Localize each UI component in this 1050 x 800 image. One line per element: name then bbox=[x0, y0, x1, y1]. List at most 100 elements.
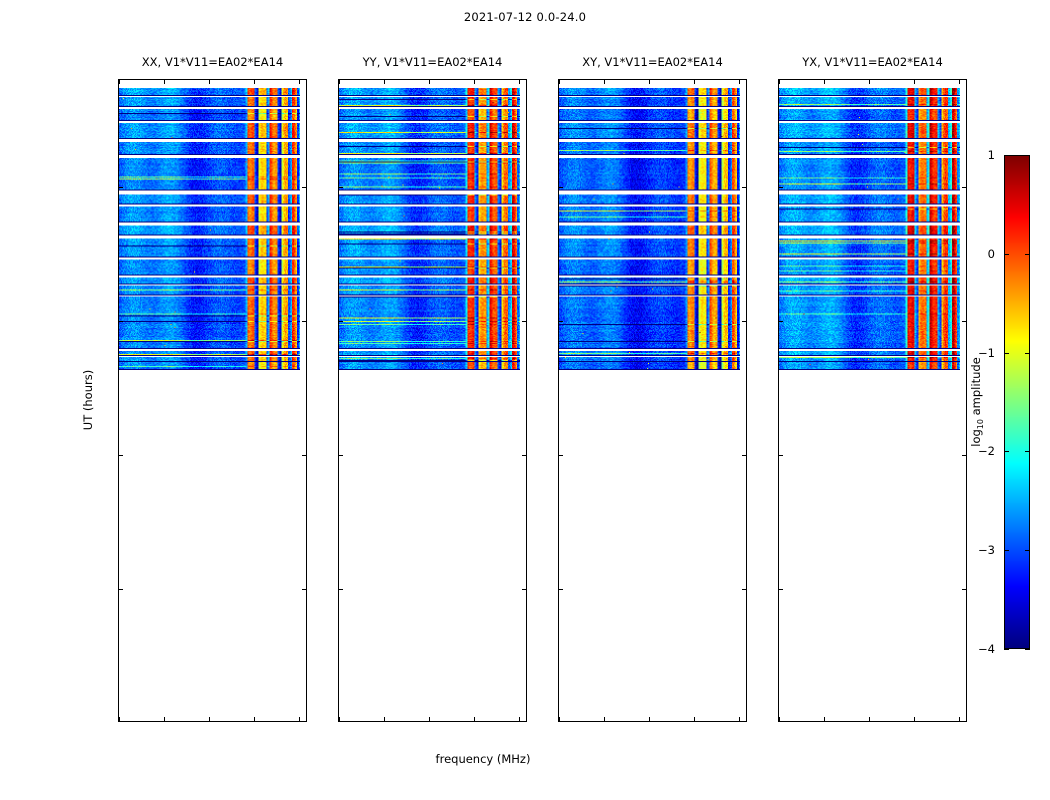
panel-xx[interactable]: XX, V1*V11=EA02*EA14 32033535036538005101… bbox=[118, 55, 307, 722]
y-tick-right bbox=[962, 187, 966, 189]
y-tick-right bbox=[962, 455, 966, 457]
x-tick bbox=[384, 717, 385, 721]
y-tick-right bbox=[522, 455, 526, 457]
colorbar-tick-label: −1 bbox=[978, 345, 995, 360]
colorbar-title-sub: 10 bbox=[976, 419, 986, 430]
x-tick-top bbox=[559, 80, 560, 84]
panel-title: XY, V1*V11=EA02*EA14 bbox=[582, 55, 723, 69]
y-tick bbox=[339, 455, 343, 457]
y-tick-right bbox=[742, 589, 746, 591]
y-tick-right bbox=[742, 187, 746, 189]
x-tick bbox=[869, 717, 870, 721]
colorbar-tick bbox=[1025, 352, 1030, 354]
x-tick bbox=[604, 717, 605, 721]
x-tick bbox=[339, 717, 340, 721]
colorbar-tick-label: −2 bbox=[978, 444, 995, 459]
x-tick-top bbox=[869, 80, 870, 84]
y-tick-right bbox=[302, 589, 306, 591]
x-axis-label: frequency (MHz) bbox=[435, 752, 531, 766]
colorbar-tick-left bbox=[1004, 649, 1009, 650]
colorbar[interactable] bbox=[1004, 155, 1030, 649]
heatmap-image bbox=[119, 80, 306, 721]
x-tick bbox=[119, 717, 120, 721]
y-tick bbox=[339, 187, 343, 189]
x-tick bbox=[959, 717, 960, 721]
y-tick bbox=[779, 321, 783, 323]
y-tick bbox=[779, 455, 783, 457]
figure-suptitle: 2021-07-12 0.0-24.0 bbox=[463, 10, 587, 24]
x-tick-top bbox=[384, 80, 385, 84]
colorbar-tick-label: 1 bbox=[987, 148, 995, 162]
y-tick bbox=[339, 321, 343, 323]
y-tick bbox=[559, 321, 563, 323]
x-tick bbox=[299, 717, 300, 721]
heatmap-image bbox=[339, 80, 526, 721]
colorbar-tick bbox=[1025, 451, 1030, 453]
y-tick-right bbox=[522, 321, 526, 323]
panel-title: YX, V1*V11=EA02*EA14 bbox=[802, 55, 943, 69]
panel-axes-frame: 32033535036538005101520 bbox=[338, 79, 527, 722]
x-tick bbox=[559, 717, 560, 721]
x-tick bbox=[429, 717, 430, 721]
y-tick bbox=[559, 589, 563, 591]
colorbar-tick bbox=[1025, 649, 1030, 650]
x-tick-top bbox=[299, 80, 300, 84]
y-tick-right bbox=[522, 589, 526, 591]
colorbar-tick bbox=[1025, 253, 1030, 255]
panel-yx[interactable]: YX, V1*V11=EA02*EA14 32033535036538005101… bbox=[778, 55, 967, 722]
y-tick bbox=[119, 589, 123, 591]
colorbar-tick-label: −4 bbox=[978, 642, 995, 656]
x-tick bbox=[649, 717, 650, 721]
heatmap-image bbox=[559, 80, 746, 721]
x-tick bbox=[824, 717, 825, 721]
panel-xy[interactable]: XY, V1*V11=EA02*EA14 32033535036538005101… bbox=[558, 55, 747, 722]
x-tick-top bbox=[914, 80, 915, 84]
x-tick bbox=[474, 717, 475, 721]
y-tick-right bbox=[302, 455, 306, 457]
colorbar-tick bbox=[1025, 155, 1030, 156]
colorbar-tick-left bbox=[1004, 155, 1009, 156]
y-tick-right bbox=[962, 321, 966, 323]
y-tick bbox=[119, 321, 123, 323]
colorbar-title: log10 amplitude bbox=[969, 357, 985, 447]
colorbar-tick bbox=[1025, 550, 1030, 552]
x-tick bbox=[694, 717, 695, 721]
y-tick-right bbox=[522, 187, 526, 189]
x-tick bbox=[164, 717, 165, 721]
x-tick-top bbox=[474, 80, 475, 84]
panel-axes-frame: 32033535036538005101520 bbox=[118, 79, 307, 722]
x-tick bbox=[209, 717, 210, 721]
x-tick bbox=[519, 717, 520, 721]
x-tick-top bbox=[959, 80, 960, 84]
y-tick bbox=[119, 187, 123, 189]
y-axis-label: UT (hours) bbox=[81, 369, 95, 431]
y-tick bbox=[119, 455, 123, 457]
y-tick bbox=[779, 187, 783, 189]
panel-axes-frame: 32033535036538005101520 bbox=[778, 79, 967, 722]
colorbar-title-tail: amplitude bbox=[968, 357, 983, 420]
x-tick-top bbox=[519, 80, 520, 84]
x-tick-top bbox=[824, 80, 825, 84]
x-tick bbox=[254, 717, 255, 721]
x-tick-top bbox=[164, 80, 165, 84]
x-tick-top bbox=[779, 80, 780, 84]
y-tick-right bbox=[962, 589, 966, 591]
colorbar-tick-left bbox=[1004, 550, 1009, 552]
x-tick-top bbox=[739, 80, 740, 84]
y-tick bbox=[559, 187, 563, 189]
panel-yy[interactable]: YY, V1*V11=EA02*EA14 32033535036538005101… bbox=[338, 55, 527, 722]
x-tick-top bbox=[119, 80, 120, 84]
x-tick-top bbox=[339, 80, 340, 84]
heatmap-image bbox=[779, 80, 966, 721]
x-tick-top bbox=[209, 80, 210, 84]
x-tick-top bbox=[604, 80, 605, 84]
y-tick-right bbox=[302, 321, 306, 323]
x-tick-top bbox=[649, 80, 650, 84]
colorbar-tick-left bbox=[1004, 451, 1009, 453]
y-tick-right bbox=[742, 321, 746, 323]
x-tick bbox=[739, 717, 740, 721]
colorbar-tick-label: 0 bbox=[987, 246, 995, 261]
y-tick bbox=[559, 455, 563, 457]
y-tick-right bbox=[742, 455, 746, 457]
